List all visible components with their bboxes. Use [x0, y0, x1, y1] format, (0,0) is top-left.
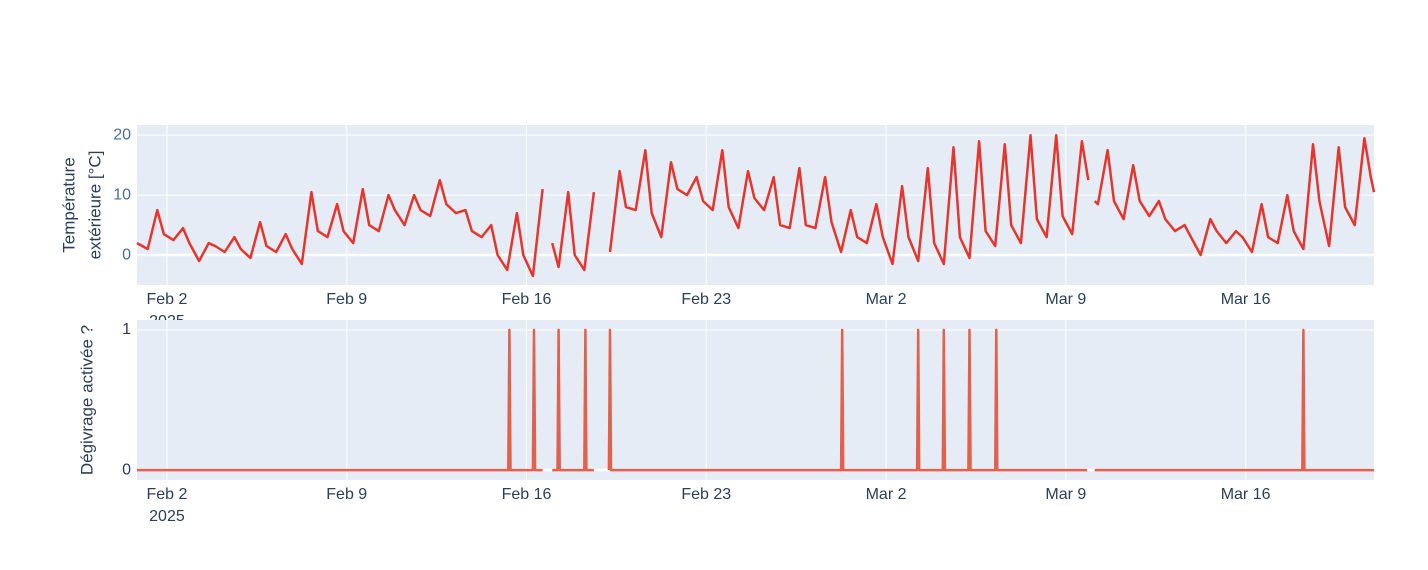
x-tick-label: Mar 2 — [866, 486, 907, 503]
x-tick-label: Feb 23 — [681, 486, 731, 503]
plot-area — [137, 125, 1374, 285]
x-tick-label: Mar 16 — [1221, 486, 1271, 503]
x-tick-label: Mar 9 — [1045, 291, 1086, 308]
y-axis-title: Dégivrage activée ? — [77, 325, 96, 475]
y-tick-label: 0 — [122, 461, 131, 478]
x-tick-label: 2025 — [149, 508, 185, 525]
x-tick-label: Mar 16 — [1221, 291, 1271, 308]
x-tick-label: Feb 23 — [681, 291, 731, 308]
x-tick-label: Feb 9 — [326, 291, 367, 308]
x-tick-label: Feb 9 — [326, 486, 367, 503]
y-axis-title: extérieure [°C] — [85, 151, 104, 260]
y-tick-label: 10 — [113, 186, 131, 203]
x-tick-label: Feb 2 — [147, 486, 188, 503]
series-line — [137, 328, 1374, 472]
x-tick-label: Mar 9 — [1045, 486, 1086, 503]
x-tick-label: Feb 2 — [147, 291, 188, 308]
y-tick-label: 1 — [122, 321, 131, 338]
x-tick-label: Feb 16 — [502, 486, 552, 503]
x-tick-label: Mar 2 — [866, 291, 907, 308]
y-axis-title: Température — [59, 157, 78, 252]
y-tick-label: 0 — [122, 246, 131, 263]
series-line — [136, 133, 1376, 278]
x-tick-label: Feb 16 — [502, 291, 552, 308]
y-tick-label: 20 — [113, 126, 131, 143]
plot-area — [137, 320, 1374, 480]
